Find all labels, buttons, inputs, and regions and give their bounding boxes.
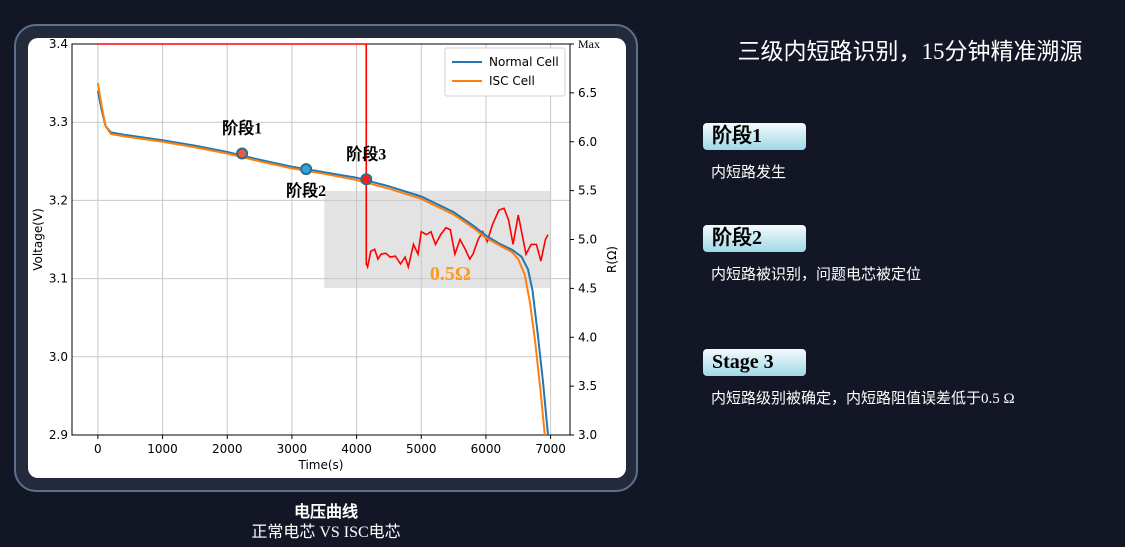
caption-subtitle: 正常电芯 VS ISC电芯 (251, 524, 401, 541)
legend-label: ISC Cell (489, 74, 535, 88)
caption-title: 电压曲线 (293, 504, 358, 521)
stage-1-desc: 内短路发生 (711, 165, 787, 181)
stage-marker-label: 阶段3 (346, 144, 386, 163)
y-tick-label: 3.2 (49, 193, 68, 207)
x-axis-label: Time(s) (298, 458, 344, 472)
y2-tick-label: 3.5 (578, 379, 597, 393)
y-tick-label: 3.4 (49, 38, 68, 51)
legend (444, 47, 566, 97)
isc-cell-line (96, 82, 546, 436)
stage-3-desc: 内短路级别被确定，内短路阻值误差低于0.5 Ω (711, 391, 1015, 407)
x-tick-label: 1000 (147, 442, 178, 456)
y2-tick-label: 5.5 (578, 184, 597, 198)
y2-tick-label: Max (578, 38, 600, 51)
y2-tick-label: 4.5 (578, 281, 597, 295)
highlight-label: 0.5Ω (430, 263, 471, 285)
stage-marker (360, 173, 373, 186)
y-tick-label: 3.0 (49, 350, 68, 364)
x-tick-label: 5000 (406, 442, 437, 456)
voltage-chart: 0 1000 2000 3000 4000 5000 6000 7000 2.9 3.0 3.1 3.… (31, 38, 619, 472)
y2-axis-label: R(Ω) (605, 246, 619, 273)
page-title: 三级内短路识别，15分钟精准溯源 (737, 39, 1083, 64)
y2-tick-label: 5.0 (578, 233, 597, 247)
stage-3-badge: Stage 3 (703, 349, 806, 376)
stage-2-badge: 阶段2 (703, 225, 806, 252)
x-tick-label: 2000 (212, 442, 243, 456)
resistance-line (97, 43, 549, 270)
chart-card: 0 1000 2000 3000 4000 5000 6000 7000 2.9 3.0 3.1 3.… (28, 38, 626, 478)
y2-tick-label: 6.0 (578, 135, 597, 149)
stage-marker (236, 147, 249, 160)
y-tick-label: 3.3 (49, 115, 68, 129)
x-tick-label: 7000 (535, 442, 566, 456)
y-tick-label: 2.9 (49, 428, 68, 442)
y-axis-label: Voltage(V) (31, 208, 45, 271)
x-tick-label: 6000 (471, 442, 502, 456)
stage-marker-label: 阶段1 (222, 118, 262, 137)
x-tick-label: 3000 (277, 442, 308, 456)
stage-2-desc: 内短路被识别，问题电芯被定位 (711, 267, 922, 283)
legend-label: Normal Cell (489, 55, 559, 69)
x-tick-label: 4000 (341, 442, 372, 456)
stage-marker (300, 163, 313, 176)
stage-marker-label: 阶段2 (286, 181, 326, 200)
y2-tick-label: 6.5 (578, 86, 597, 100)
stage-1-badge: 阶段1 (703, 123, 806, 150)
normal-cell-line (96, 90, 550, 436)
x-tick-label: 0 (94, 442, 102, 456)
y2-tick-label: 4.0 (578, 330, 597, 344)
y-tick-label: 3.1 (49, 272, 68, 286)
y2-tick-label: 3.0 (578, 428, 597, 442)
